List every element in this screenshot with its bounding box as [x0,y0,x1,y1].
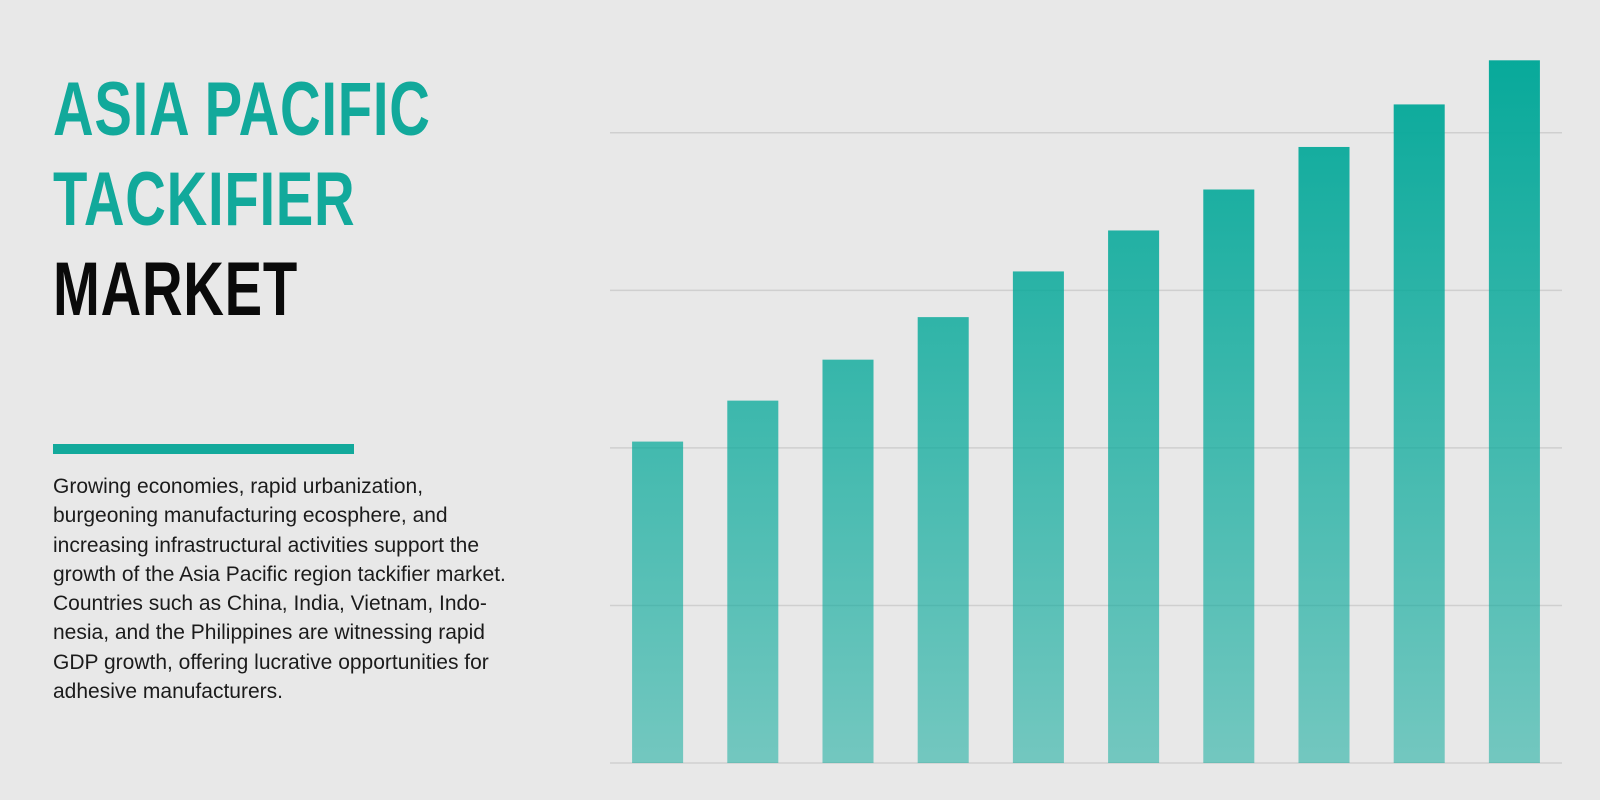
bar [727,400,779,763]
bar [1203,189,1255,763]
divider [53,444,354,454]
title-line: TACKIFIER [53,157,356,242]
description-line: burgeoning manufacturing ecosphere, and [53,504,448,528]
bar [1298,146,1350,764]
bar [1012,271,1064,763]
bar [632,441,684,763]
bar [917,317,969,763]
bar [822,359,874,763]
description: Growing economies, rapid urbanization, b… [53,472,506,706]
description-line: growth of the Asia Pacific region tackif… [53,562,506,586]
title-line: ASIA PACIFIC [53,67,431,152]
title-line: MARKET [53,247,298,332]
description-line: Countries such as China, India, Vietnam,… [53,592,487,616]
bar [1393,104,1445,763]
bar [1108,230,1160,763]
description-line: adhesive manufacturers. [53,680,283,704]
description-line: increasing infrastructural activities su… [53,533,480,557]
bar [1488,60,1540,763]
description-line: GDP growth, offering lucrative opportuni… [53,650,489,674]
description-line: nesia, and the Philippines are witnessin… [53,621,485,645]
description-line: Growing economies, rapid urbanization, [53,475,424,498]
